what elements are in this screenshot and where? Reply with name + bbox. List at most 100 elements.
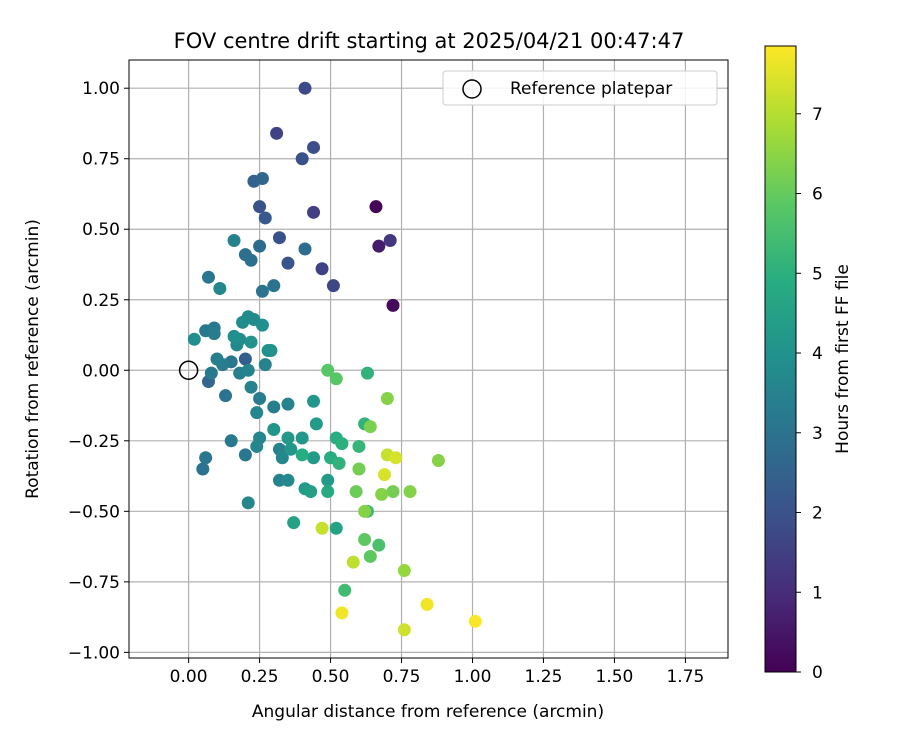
scatter-point bbox=[309, 417, 323, 431]
scatter-point bbox=[258, 211, 272, 225]
x-tick-label: 1.75 bbox=[666, 667, 704, 687]
scatter-point bbox=[363, 420, 377, 434]
scatter-point bbox=[187, 332, 201, 346]
colorbar-tick-label: 0 bbox=[812, 663, 823, 683]
scatter-point bbox=[250, 406, 264, 420]
scatter-point bbox=[258, 358, 272, 372]
scatter-point bbox=[281, 256, 295, 270]
scatter-point bbox=[307, 205, 321, 219]
scatter-point bbox=[213, 281, 227, 295]
scatter-point bbox=[298, 81, 312, 95]
scatter-point bbox=[335, 437, 349, 451]
legend: Reference platepar bbox=[442, 70, 718, 106]
scatter-point bbox=[326, 279, 340, 293]
y-tick-label: −0.25 bbox=[68, 432, 120, 452]
scatter-point bbox=[255, 171, 269, 185]
scatter-point bbox=[281, 397, 295, 411]
scatter-point bbox=[338, 583, 352, 597]
colorbar-tick-label: 4 bbox=[812, 344, 823, 364]
scatter-point bbox=[255, 284, 269, 298]
scatter-point bbox=[307, 140, 321, 154]
scatter-point bbox=[383, 234, 397, 248]
colorbar-tick-label: 1 bbox=[812, 583, 823, 603]
colorbar: 0 1 2 3 4 5 6 7 Hours from first FF file bbox=[764, 45, 853, 683]
legend-frame bbox=[442, 70, 718, 106]
x-axis-label: Angular distance from reference (arcmin) bbox=[252, 702, 604, 722]
x-tick-label: 0.25 bbox=[241, 667, 279, 687]
y-axis-label: Rotation from reference (arcmin) bbox=[23, 219, 43, 499]
scatter-point bbox=[264, 344, 278, 358]
scatter-point bbox=[295, 152, 309, 166]
scatter-point bbox=[346, 555, 360, 569]
plot-area: 0.00 0.25 0.50 0.75 1.00 1.25 1.50 1.75 −1.00 −0… bbox=[68, 59, 729, 687]
scatter-point bbox=[253, 200, 267, 214]
scatter-point bbox=[380, 391, 394, 405]
x-axis-ticks: 0.00 0.25 0.50 0.75 1.00 1.25 1.50 1.75 bbox=[170, 658, 704, 687]
scatter-point bbox=[295, 431, 309, 445]
colorbar-tick-label: 5 bbox=[812, 264, 823, 284]
scatter-point bbox=[199, 451, 213, 465]
y-tick-label: 0.25 bbox=[82, 291, 120, 311]
scatter-point bbox=[375, 487, 389, 501]
scatter-point bbox=[227, 329, 241, 343]
colorbar-tick-label: 3 bbox=[812, 424, 823, 444]
y-tick-label: 0.50 bbox=[82, 220, 120, 240]
scatter-point bbox=[204, 366, 218, 380]
scatter-point bbox=[201, 270, 215, 284]
legend-marker-reference bbox=[462, 79, 482, 99]
scatter-point bbox=[352, 462, 366, 476]
scatter-point bbox=[281, 431, 295, 445]
scatter-point bbox=[244, 253, 258, 267]
scatter-point bbox=[270, 126, 284, 140]
scatter-point bbox=[267, 279, 281, 293]
scatter-point bbox=[196, 462, 210, 476]
scatter-point bbox=[420, 597, 434, 611]
scatter-point bbox=[267, 423, 281, 437]
y-tick-label: −1.00 bbox=[68, 643, 120, 663]
scatter-point bbox=[403, 485, 417, 499]
scatter-point bbox=[372, 239, 386, 253]
scatter-point bbox=[369, 200, 383, 214]
scatter-point bbox=[386, 298, 400, 312]
colorbar-frame bbox=[764, 45, 797, 673]
reference-platepar-marker bbox=[178, 360, 199, 381]
colorbar-tick-label: 2 bbox=[812, 504, 823, 524]
scatter-point bbox=[389, 451, 403, 465]
scatter-point bbox=[244, 380, 258, 394]
x-tick-label: 0.50 bbox=[312, 667, 350, 687]
scatter-point bbox=[386, 485, 400, 499]
scatter-point bbox=[321, 363, 335, 377]
scatter-point bbox=[227, 234, 241, 248]
scatter-point bbox=[241, 496, 255, 510]
scatter-point bbox=[244, 335, 258, 349]
scatter-point bbox=[397, 564, 411, 578]
scatter-point bbox=[238, 448, 252, 462]
scatter-point bbox=[272, 231, 286, 245]
scatter-point bbox=[281, 473, 295, 487]
scatter-point bbox=[431, 454, 445, 468]
scatter-point bbox=[358, 504, 372, 518]
scatter-point bbox=[295, 448, 309, 462]
scatter-point bbox=[298, 242, 312, 256]
scatter-point bbox=[255, 318, 269, 332]
y-tick-label: 0.00 bbox=[82, 361, 120, 381]
scatter-point bbox=[360, 366, 374, 380]
scatter-point bbox=[307, 451, 321, 465]
y-tick-label: −0.75 bbox=[68, 573, 120, 593]
scatter-point bbox=[210, 352, 224, 366]
scatter-point bbox=[275, 451, 289, 465]
scatter-point bbox=[358, 533, 372, 547]
scatter-point bbox=[335, 606, 349, 620]
scatter-point bbox=[315, 521, 329, 535]
chart-title: FOV centre drift starting at 2025/04/21 … bbox=[174, 29, 685, 53]
scatter-point bbox=[315, 262, 329, 276]
plot-frame bbox=[128, 59, 729, 659]
y-tick-label: 1.00 bbox=[82, 79, 120, 99]
legend-label-reference: Reference platepar bbox=[510, 79, 672, 99]
scatter-point bbox=[253, 391, 267, 405]
scatter-point bbox=[307, 394, 321, 408]
colorbar-tick-label: 6 bbox=[812, 185, 823, 205]
scatter-point bbox=[329, 372, 343, 386]
colorbar-tick-label: 7 bbox=[812, 105, 823, 125]
